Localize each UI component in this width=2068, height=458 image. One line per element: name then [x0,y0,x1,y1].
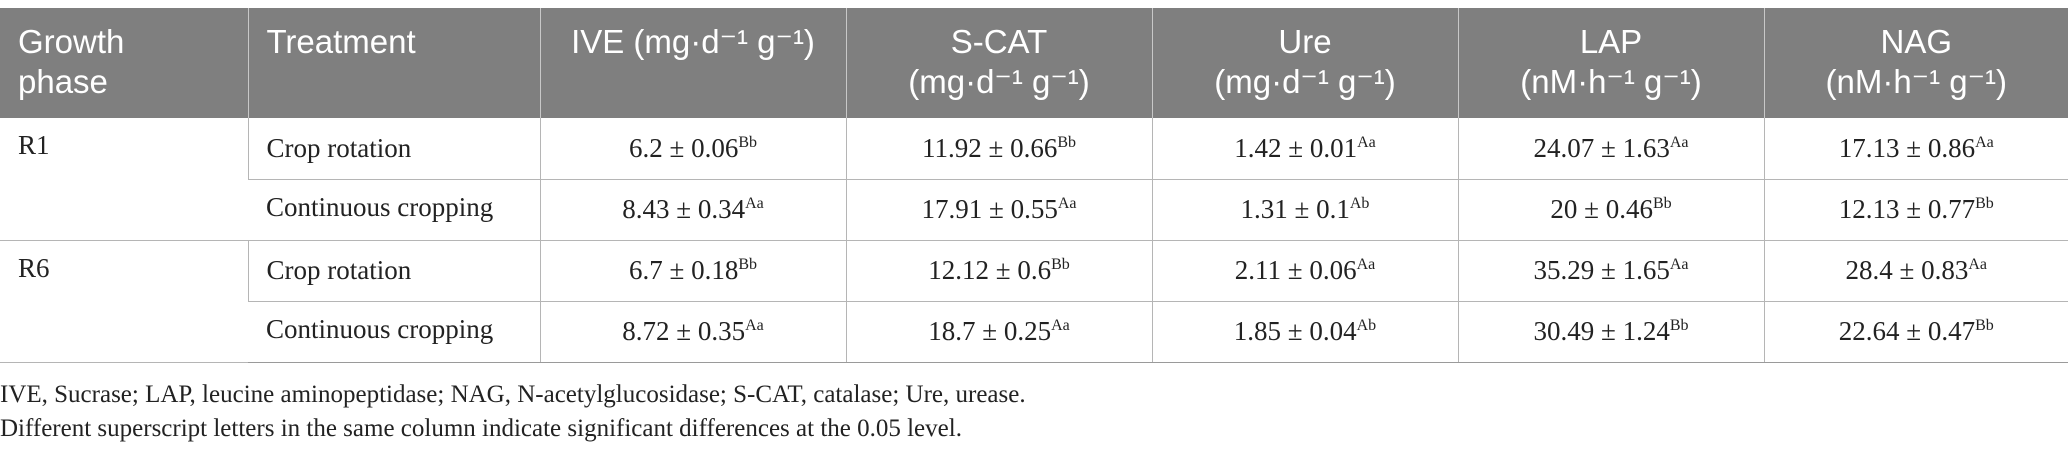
cell-value: 1.85 ± 0.04 [1233,316,1357,346]
cell-value: 24.07 ± 1.63 [1533,132,1670,163]
header-sub: phase [18,63,108,100]
ive-cell: 6.2 ± 0.06Bb [539,118,846,180]
abbreviations-note: IVE, Sucrase; LAP, leucine aminopeptidas… [0,381,1026,408]
cell-value: 8.72 ± 0.35 [622,316,746,346]
header-main: S-CAT [950,23,1048,60]
ure-cell: 1.42 ± 0.01Aa [1151,118,1458,180]
header-main: NAG [1880,23,1952,60]
header-main: LAP [1579,23,1643,60]
significance-letters: Aa [1968,256,1987,273]
significance-letters: Bb [1652,195,1672,212]
cell-value: 1.31 ± 0.1 [1240,194,1350,224]
significance-letters: Aa [1975,133,1994,151]
header-s-cat: S-CAT (mg·d⁻¹ g⁻¹) [845,8,1152,118]
significance-letters: Bb [1975,317,1994,334]
cell-value: 6.7 ± 0.18 [629,255,739,285]
significance-letters: Bb [1669,317,1689,334]
significance-letters: Aa [1357,133,1376,151]
cell-value: 20 ± 0.46 [1550,194,1653,224]
treatment-cell: Crop rotation [247,240,540,302]
nag-cell: 17.13 ± 0.86Aa [1763,118,2068,180]
significance-letters: Aa [1051,317,1070,334]
table-row: Continuous cropping 8.72 ± 0.35Aa 18.7 ±… [0,301,2068,363]
nag-cell: 22.64 ± 0.47Bb [1763,301,2068,363]
table-container: Growth phase Treatment IVE (mg·d⁻¹ g⁻¹) … [0,8,2068,363]
significance-letters: Bb [1975,195,1994,212]
treatment-cell: Crop rotation [247,118,540,180]
ive-cell: 8.72 ± 0.35Aa [539,301,846,363]
cell-value: 28.4 ± 0.83 [1845,255,1969,285]
cell-value: 12.13 ± 0.77 [1838,194,1976,224]
significance-letters: Ab [1356,317,1377,334]
lap-cell: 24.07 ± 1.63Aa [1457,118,1764,180]
s-cat-cell: 17.91 ± 0.55Aa [845,179,1152,241]
cell-value: 30.49 ± 1.24 [1533,316,1670,346]
significance-letters: Aa [1356,256,1376,273]
significance-letters: Bb [738,256,757,273]
header-ive: IVE (mg·d⁻¹ g⁻¹) [539,8,846,118]
significance-note: Different superscript letters in the sam… [0,415,962,442]
ure-cell: 1.31 ± 0.1Ab [1151,179,1458,241]
header-row: Growth phase Treatment IVE (mg·d⁻¹ g⁻¹) … [0,8,2068,118]
nag-cell: 12.13 ± 0.77Bb [1763,179,2068,241]
cell-value: 17.91 ± 0.55 [921,194,1058,224]
ure-cell: 1.85 ± 0.04Ab [1151,301,1458,363]
ure-cell: 2.11 ± 0.06Aa [1151,240,1458,302]
significance-letters: Aa [745,195,764,212]
header-ure: Ure (mg·d⁻¹ g⁻¹) [1151,8,1458,118]
lap-cell: 20 ± 0.46Bb [1457,179,1764,241]
lap-cell: 35.29 ± 1.65Aa [1457,240,1764,302]
significance-letters: Aa [745,317,764,334]
cell-value: 6.2 ± 0.06 [629,132,739,163]
nag-cell: 28.4 ± 0.83Aa [1763,240,2068,302]
table-row: Continuous cropping 8.43 ± 0.34Aa 17.91 … [0,179,2068,241]
cell-value: 2.11 ± 0.06 [1234,255,1357,285]
significance-letters: Aa [1669,133,1689,151]
header-main: Ure [1278,23,1332,60]
table-row: R1 Crop rotation 6.2 ± 0.06Bb 11.92 ± 0.… [0,118,2068,241]
header-growth-phase: Growth phase [0,8,248,118]
cell-value: 22.64 ± 0.47 [1838,316,1976,346]
header-sub: (mg·d⁻¹ g⁻¹) [908,63,1090,100]
header-main: Growth [18,23,125,60]
header-lap: LAP (nM·h⁻¹ g⁻¹) [1457,8,1764,118]
table-footnotes: IVE, Sucrase; LAP, leucine aminopeptidas… [0,378,1026,446]
ive-cell: 6.7 ± 0.18Bb [539,240,846,302]
header-main: Treatment [266,23,416,60]
cell-value: 12.12 ± 0.6 [928,255,1052,285]
s-cat-cell: 11.92 ± 0.66Bb [845,118,1152,180]
table-row: R6 Crop rotation 6.7 ± 0.18Bb 12.12 ± 0.… [0,240,2068,363]
header-sub: (nM·h⁻¹ g⁻¹) [1520,63,1702,100]
header-main: IVE (mg·d⁻¹ g⁻¹) [571,23,815,60]
growth-phase-cell: R1 [0,118,248,241]
lap-cell: 30.49 ± 1.24Bb [1457,301,1764,363]
significance-letters: Bb [738,133,757,151]
enzyme-activity-table: Growth phase Treatment IVE (mg·d⁻¹ g⁻¹) … [0,8,2068,363]
s-cat-cell: 18.7 ± 0.25Aa [845,301,1152,363]
significance-letters: Aa [1669,256,1689,273]
growth-phase-cell: R6 [0,240,248,363]
significance-letters: Bb [1057,133,1076,151]
cell-value: 18.7 ± 0.25 [928,316,1052,346]
cell-value: 35.29 ± 1.65 [1533,255,1670,285]
treatment-cell: Continuous cropping [248,179,540,241]
cell-value: 17.13 ± 0.86 [1838,132,1976,163]
header-treatment: Treatment [247,8,540,118]
header-sub: (nM·h⁻¹ g⁻¹) [1825,63,2008,100]
header-sub: (mg·d⁻¹ g⁻¹) [1214,63,1396,100]
cell-value: 11.92 ± 0.66 [922,132,1058,163]
treatment-cell: Continuous cropping [248,301,540,363]
significance-letters: Aa [1057,195,1077,212]
cell-value: 8.43 ± 0.34 [622,194,746,224]
significance-letters: Ab [1349,195,1370,212]
cell-value: 1.42 ± 0.01 [1234,132,1358,163]
significance-letters: Bb [1051,256,1070,273]
s-cat-cell: 12.12 ± 0.6Bb [845,240,1152,302]
ive-cell: 8.43 ± 0.34Aa [539,179,846,241]
header-nag: NAG (nM·h⁻¹ g⁻¹) [1763,8,2068,118]
